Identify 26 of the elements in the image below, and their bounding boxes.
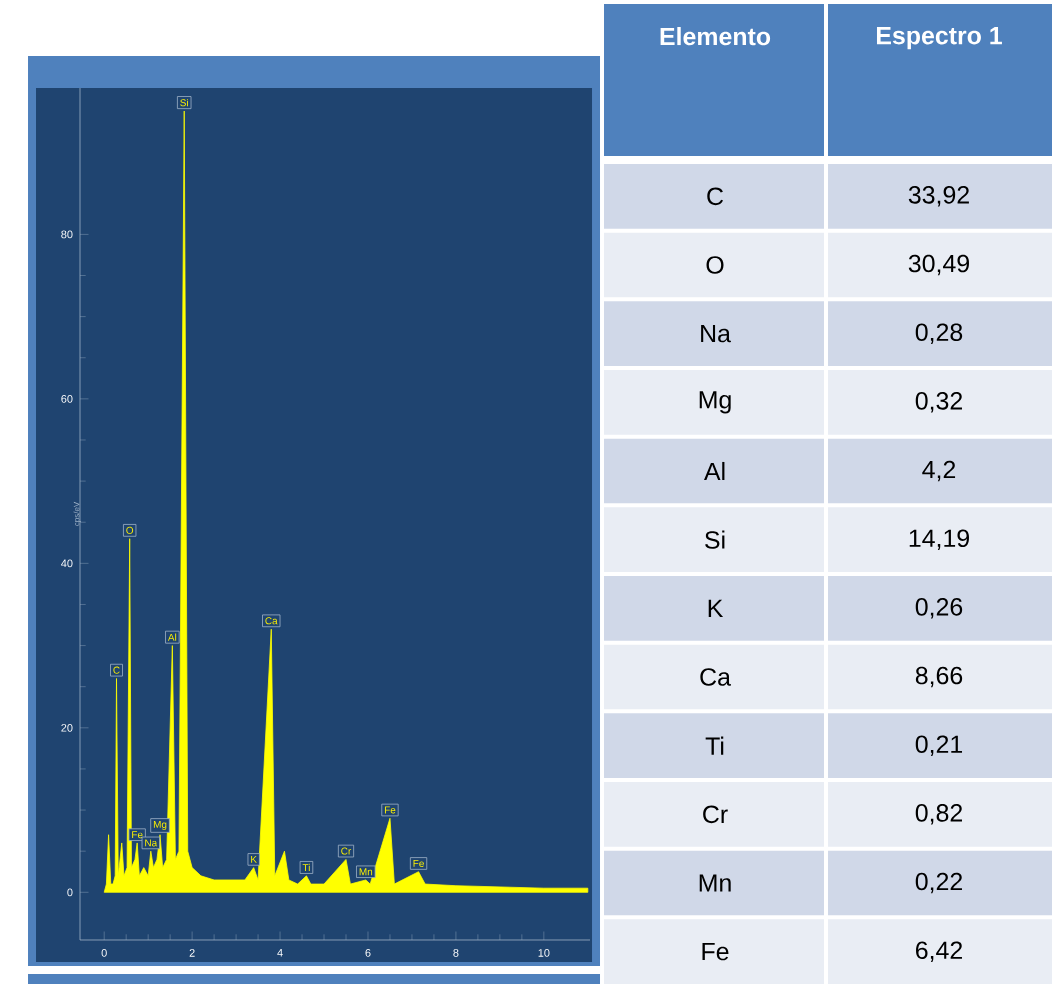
category-label: C <box>707 187 724 206</box>
data-label: 0,28 <box>915 323 963 344</box>
category-label: O <box>706 256 724 274</box>
category-label: Na <box>701 324 731 343</box>
data-label: 8,66 <box>915 666 963 688</box>
category-label: Mn <box>699 874 731 892</box>
data-label: 0,82 <box>915 804 962 825</box>
data-label: 0,21 <box>915 735 963 756</box>
data-label: 33,92 <box>908 186 969 207</box>
category-label: Si <box>705 530 725 549</box>
category-label: K <box>708 599 724 617</box>
data-label: 0,32 <box>915 392 962 413</box>
data-label: 14,19 <box>909 529 969 550</box>
category-label: Fe <box>702 942 729 961</box>
data-label: 30,49 <box>908 254 969 276</box>
data-label: 0,26 <box>915 598 963 619</box>
data-label: 4,2 <box>922 460 956 482</box>
data-label: 6,42 <box>916 941 962 962</box>
text: Elemento <box>660 27 771 46</box>
category-label: Al <box>704 461 725 481</box>
text: Espectro 1 <box>876 27 1002 50</box>
category-label: Cr <box>703 805 728 824</box>
category-label: Mg <box>699 391 731 414</box>
category-label: Ti <box>705 736 724 755</box>
data-label: 0,22 <box>915 872 962 894</box>
category-label: Ca <box>700 668 731 686</box>
